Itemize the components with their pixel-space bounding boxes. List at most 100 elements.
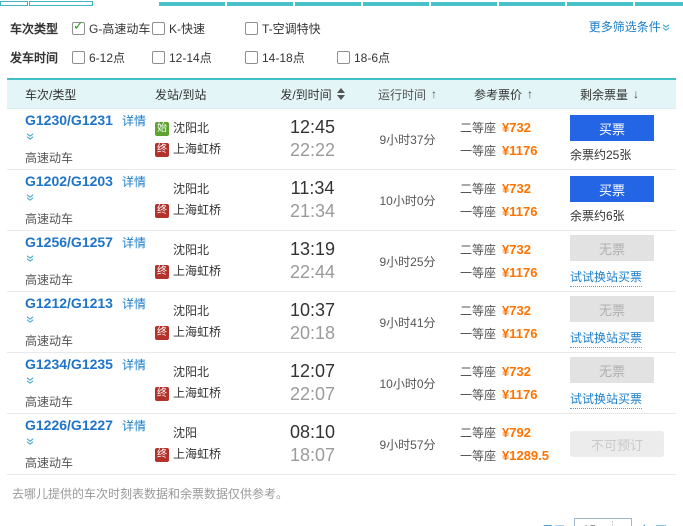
seat-class-label: 二等座 — [460, 303, 497, 318]
seat-class-label: 一等座 — [460, 448, 497, 463]
duration: 10小时0分 — [379, 376, 436, 391]
train-type: 高速动车 — [25, 334, 74, 348]
end-badge: 终 — [155, 325, 169, 340]
seat-price: ¥1176 — [502, 142, 538, 158]
checkbox-k-train[interactable]: ✓ K-快速 — [152, 20, 245, 37]
unavailable-button[interactable]: 不可预订 — [570, 431, 664, 457]
disclaimer-text: 去哪儿提供的车次时刻表数据和余票数据仅供参考。 — [12, 487, 289, 501]
checkbox-icon[interactable]: ✓ — [72, 17, 85, 35]
tickets-remaining-note: 余票约6张 — [570, 209, 625, 223]
checkbox-icon[interactable]: ✓ — [72, 50, 85, 64]
train-number-link[interactable]: G1202/G1203 — [25, 173, 113, 189]
soldout-button[interactable]: 无票 — [570, 357, 654, 383]
train-number-link[interactable]: G1212/G1213 — [25, 295, 113, 311]
seat-price: ¥732 — [502, 119, 531, 135]
seat-class-label: 二等座 — [460, 364, 497, 379]
tab-underline — [159, 2, 683, 6]
depart-time: 12:45 — [289, 117, 336, 137]
checkbox-icon[interactable]: ✓ — [337, 50, 350, 64]
arrive-time: 21:34 — [289, 201, 336, 221]
page-number[interactable]: 1 — [518, 523, 525, 526]
train-number-link[interactable]: G1226/G1227 — [25, 417, 113, 433]
train-type: 高速动车 — [25, 151, 74, 165]
seat-price: ¥1176 — [502, 386, 538, 402]
from-station: 沈阳北 — [173, 304, 210, 318]
checkbox-icon[interactable]: ✓ — [245, 21, 258, 35]
header-price-sort[interactable]: 参考票价 ↑ — [474, 87, 534, 102]
table-header: 车次/类型 发站/到站 发/到时间 运行时间 ↑ 参考票价 ↑ 剩余票量 ↓ — [7, 78, 676, 109]
checkbox-12-14[interactable]: ✓ 12-14点 — [152, 49, 245, 66]
seat-price: ¥732 — [502, 180, 531, 196]
train-type: 高速动车 — [25, 273, 74, 287]
header-time-sort[interactable]: 发/到时间 — [270, 86, 355, 103]
more-filters-link[interactable]: 更多筛选条件» — [588, 20, 677, 34]
to-station: 上海虹桥 — [173, 325, 222, 339]
tab-stub — [0, 1, 28, 6]
checkbox-g-train[interactable]: ✓ G-高速动车 — [72, 17, 152, 37]
buy-button[interactable]: 买票 — [570, 115, 654, 141]
chevron-down-icon: » — [22, 315, 41, 324]
seat-class-label: 一等座 — [460, 387, 497, 402]
detail-link[interactable]: 详情» — [22, 297, 146, 324]
to-station: 上海虹桥 — [173, 203, 222, 217]
checkmark-icon: ✓ — [73, 17, 84, 33]
duration: 9小时57分 — [379, 437, 436, 452]
seat-price: ¥792 — [502, 424, 531, 440]
chevron-down-icon: » — [22, 132, 41, 141]
detail-link[interactable]: 详情» — [22, 114, 146, 141]
train-type-label: 车次类型 — [10, 21, 59, 36]
checkbox-label: 12-14点 — [169, 50, 212, 65]
checkbox-icon[interactable]: ✓ — [152, 50, 165, 64]
seat-class-label: 一等座 — [460, 326, 497, 341]
soldout-button[interactable]: 无票 — [570, 235, 654, 261]
header-duration-sort[interactable]: 运行时间 ↑ — [377, 87, 437, 102]
detail-link[interactable]: 详情» — [22, 236, 146, 263]
checkbox-label: K-快速 — [169, 21, 206, 36]
end-badge: 终 — [155, 142, 169, 157]
chevron-down-icon: » — [22, 193, 41, 202]
sort-up-icon: ↑ — [431, 87, 437, 101]
header-tickets-sort[interactable]: 剩余票量 ↓ — [580, 87, 640, 102]
active-tab-gap — [93, 1, 159, 6]
seat-class-label: 一等座 — [460, 204, 497, 219]
buy-button[interactable]: 买票 — [570, 176, 654, 202]
train-type: 高速动车 — [25, 212, 74, 226]
to-station: 上海虹桥 — [173, 447, 222, 461]
to-station: 上海虹桥 — [173, 386, 222, 400]
seat-class-label: 二等座 — [460, 120, 497, 135]
chevron-down-icon: » — [22, 437, 41, 446]
end-badge: 终 — [155, 386, 169, 401]
page-size-value: 15 — [575, 523, 612, 526]
checkbox-label: 14-18点 — [262, 50, 305, 65]
depart-time: 12:07 — [289, 361, 336, 381]
page-size-select[interactable]: 15 ▼ — [573, 518, 632, 526]
swap-station-link[interactable]: 试试换站买票 — [570, 268, 643, 287]
train-type: 高速动车 — [25, 395, 74, 409]
soldout-button[interactable]: 无票 — [570, 296, 654, 322]
pagination: 1 显示 15 ▼ 条/页 — [0, 518, 667, 526]
sort-up-icon: ↑ — [527, 87, 534, 101]
checkbox-6-12[interactable]: ✓ 6-12点 — [72, 49, 152, 66]
checkbox-icon[interactable]: ✓ — [152, 21, 165, 35]
depart-time: 08:10 — [289, 422, 336, 442]
checkbox-14-18[interactable]: ✓ 14-18点 — [245, 49, 337, 66]
sort-down-icon: ↓ — [633, 87, 640, 101]
duration: 10小时0分 — [379, 193, 436, 208]
detail-link[interactable]: 详情» — [22, 419, 146, 446]
train-number-link[interactable]: G1256/G1257 — [25, 234, 113, 250]
detail-link[interactable]: 详情» — [22, 358, 146, 385]
seat-price: ¥1176 — [502, 264, 538, 280]
checkbox-18-6[interactable]: ✓ 18-6点 — [337, 49, 390, 66]
swap-station-link[interactable]: 试试换站买票 — [570, 329, 643, 348]
checkbox-icon[interactable]: ✓ — [245, 50, 258, 64]
detail-link[interactable]: 详情» — [22, 175, 146, 202]
to-station: 上海虹桥 — [173, 142, 222, 156]
start-badge: 始 — [155, 121, 169, 136]
swap-station-link[interactable]: 试试换站买票 — [570, 390, 643, 409]
train-number-link[interactable]: G1234/G1235 — [25, 356, 113, 372]
header-train: 车次/类型 — [25, 87, 77, 102]
train-number-link[interactable]: G1230/G1231 — [25, 112, 113, 128]
checkbox-t-train[interactable]: ✓ T-空调特快 — [245, 20, 337, 37]
chevron-down-icon: » — [22, 376, 41, 385]
checkbox-label: T-空调特快 — [262, 21, 321, 36]
